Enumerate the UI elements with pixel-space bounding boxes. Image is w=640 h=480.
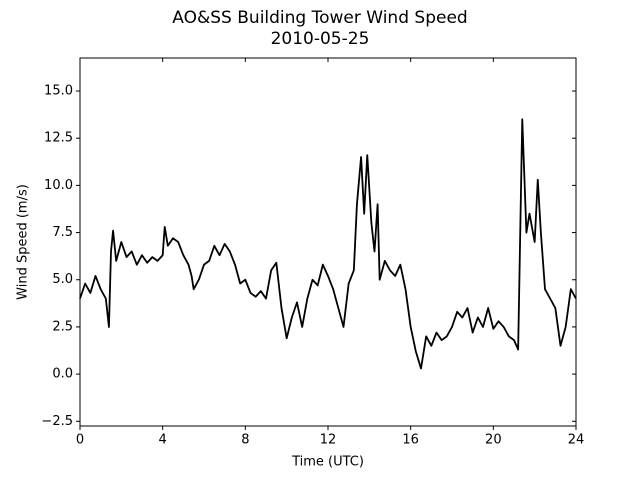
- y-tick-label: −2.5: [41, 414, 73, 429]
- x-tick-label: 12: [320, 433, 337, 448]
- x-tick-label: 24: [568, 433, 585, 448]
- data-line: [79, 118, 577, 370]
- x-tick-label: 4: [159, 433, 167, 448]
- y-tick-label: 5.0: [52, 272, 73, 287]
- chart-title: AO&SS Building Tower Wind Speed: [172, 8, 467, 28]
- x-tick-label: 20: [485, 433, 502, 448]
- x-axis-label: Time (UTC): [291, 455, 364, 470]
- x-tick-label: 0: [76, 433, 84, 448]
- chart-subtitle: 2010-05-25: [271, 29, 370, 49]
- plot-frame: [79, 57, 577, 427]
- y-tick-label: 7.5: [52, 225, 73, 240]
- x-tick-label: 8: [241, 433, 249, 448]
- y-tick-label: 10.0: [44, 178, 73, 193]
- y-tick-label: 0.0: [52, 367, 73, 382]
- y-tick-label: 2.5: [52, 319, 73, 334]
- x-tick-label: 16: [402, 433, 419, 448]
- y-tick-label: 15.0: [44, 84, 73, 99]
- y-axis-label: Wind Speed (m/s): [16, 184, 31, 300]
- y-tick-label: 12.5: [44, 131, 73, 146]
